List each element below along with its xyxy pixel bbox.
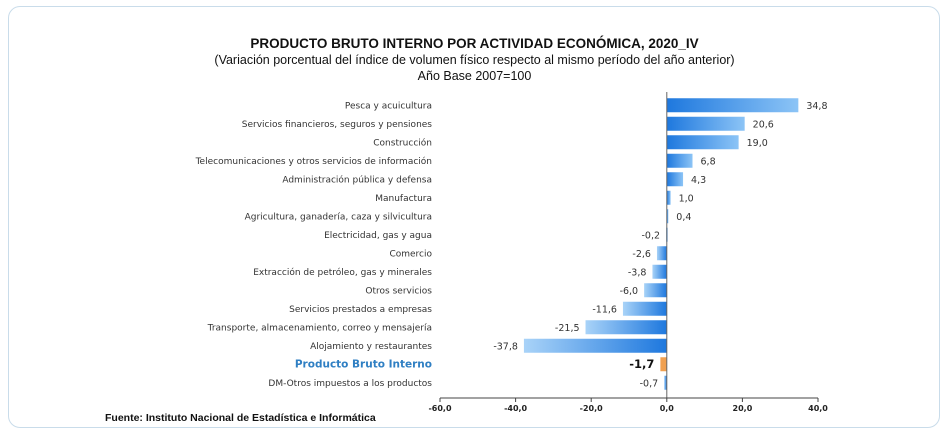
category-label: DM-Otros impuestos a los productos — [268, 379, 432, 389]
bar — [666, 209, 669, 224]
x-ticks-group: -60,0 -40,0 -20,0 0,0 20,0 40,0 — [428, 398, 828, 413]
value-label: 20,6 — [753, 119, 774, 130]
category-label: Construcción — [373, 137, 432, 148]
x-tick-label: -20,0 — [580, 404, 603, 413]
bar — [652, 264, 667, 279]
bar — [585, 320, 667, 335]
category-label: Comercio — [389, 249, 432, 259]
category-label: Administración pública y defensa — [282, 174, 432, 185]
value-label: -6,0 — [620, 286, 639, 297]
category-label: Otros servicios — [365, 286, 432, 296]
chart-subtitle: (Variación porcentual del índice de volu… — [214, 53, 735, 67]
bar — [666, 116, 745, 131]
x-tick-label: 20,0 — [733, 404, 753, 413]
source-note: Fuente: Instituto Nacional de Estadístic… — [105, 412, 376, 424]
value-label: -37,8 — [493, 341, 518, 352]
value-label: 1,0 — [679, 193, 694, 204]
value-label: -21,5 — [555, 323, 580, 334]
value-label: 6,8 — [701, 156, 716, 167]
value-label: -11,6 — [592, 304, 617, 315]
category-label: Telecomunicaciones y otros servicios de … — [195, 156, 432, 167]
bar — [664, 375, 667, 390]
bars-group: Pesca y acuicultura 34,8 Servicios financi… — [195, 98, 828, 390]
x-tick-label: -40,0 — [504, 404, 527, 413]
chart-title: PRODUCTO BRUTO INTERNO POR ACTIVIDAD ECO… — [250, 36, 699, 51]
value-label: -2,6 — [632, 249, 651, 260]
bar — [660, 357, 667, 372]
value-label: -3,8 — [628, 267, 647, 278]
value-label: 34,8 — [806, 101, 827, 112]
value-label: 19,0 — [747, 138, 768, 149]
x-tick-label: 40,0 — [808, 404, 828, 413]
category-label: Transporte, almacenamiento, correo y men… — [207, 323, 432, 333]
bar — [666, 135, 739, 150]
value-label: -0,7 — [640, 378, 659, 389]
value-label: 0,4 — [676, 212, 691, 223]
value-label: -0,2 — [641, 230, 660, 241]
bar — [622, 301, 667, 316]
value-label: -1,7 — [629, 357, 654, 371]
chart-base-year: Año Base 2007=100 — [417, 69, 532, 83]
chart-frame — [8, 6, 940, 428]
category-label: Alojamiento y restaurantes — [310, 342, 432, 352]
x-tick-label: 0,0 — [660, 404, 675, 413]
category-label: Agricultura, ganadería, caza y silvicult… — [245, 212, 432, 222]
category-label: Producto Bruto Interno — [295, 358, 432, 370]
value-label: 4,3 — [691, 175, 706, 186]
bar — [644, 283, 667, 298]
x-tick-label: -60,0 — [428, 404, 451, 413]
category-label: Servicios prestados a empresas — [289, 305, 432, 315]
category-label: Servicios financieros, seguros y pension… — [242, 120, 433, 130]
bar — [666, 172, 684, 187]
bar — [523, 338, 667, 353]
category-label: Extracción de petróleo, gas y minerales — [253, 267, 432, 278]
bar — [666, 153, 693, 168]
category-label: Manufactura — [375, 194, 432, 204]
category-label: Pesca y acuicultura — [345, 101, 432, 111]
category-label: Electricidad, gas y agua — [324, 231, 432, 241]
bar — [656, 246, 667, 261]
bar — [666, 98, 799, 113]
bar — [666, 190, 671, 205]
